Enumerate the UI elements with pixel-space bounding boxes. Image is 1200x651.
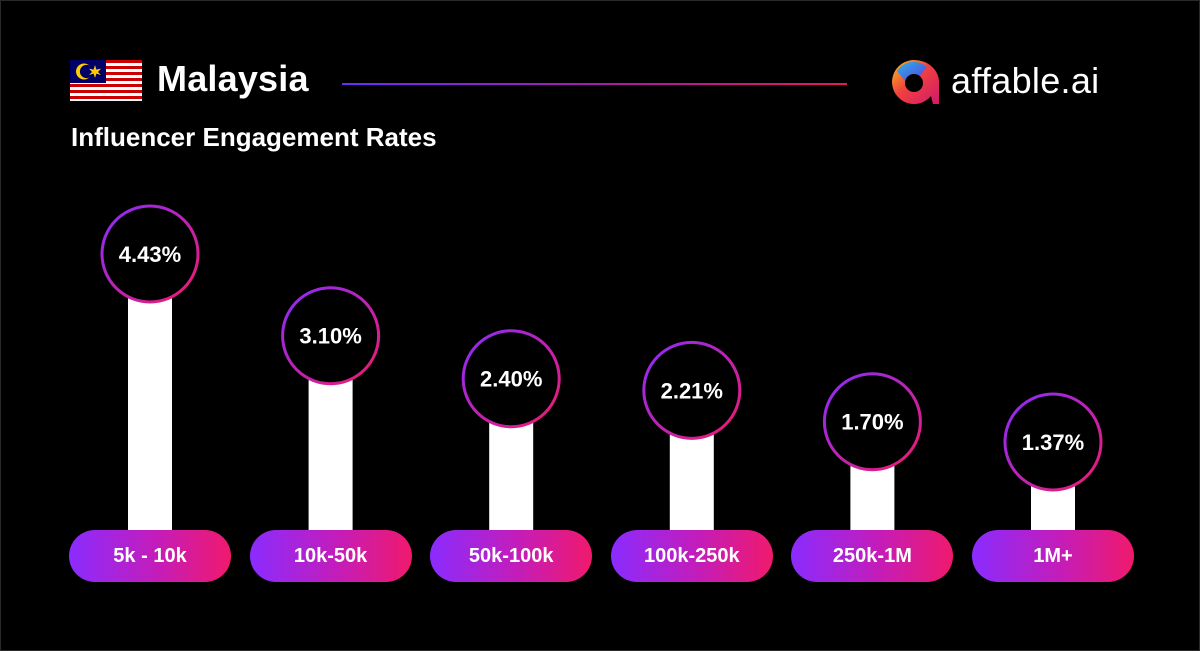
data-label-0: 4.43%: [119, 242, 181, 267]
category-label-3: 100k-250k: [610, 530, 773, 582]
value-circle-2: [461, 329, 561, 429]
country-name: Malaysia: [157, 58, 309, 99]
affable-logo-icon: [892, 60, 939, 104]
category-label-0: 5k - 10k: [69, 530, 231, 582]
data-label-4: 1.70%: [841, 410, 903, 435]
data-label-5: 1.37%: [1022, 430, 1084, 455]
chart-title: Influencer Engagement Rates: [71, 122, 437, 152]
value-circle-4: [822, 372, 922, 472]
value-circle-1: [281, 286, 381, 386]
category-label-1: 10k-50k: [249, 530, 412, 582]
data-label-3: 2.21%: [661, 378, 723, 403]
category-label-4: 250k-1M: [791, 530, 954, 582]
data-label-1: 3.10%: [299, 324, 361, 349]
value-circle-5: [1003, 392, 1103, 492]
category-label-5: 1M+: [972, 530, 1134, 582]
value-circle-0: [100, 204, 200, 304]
malaysia-flag-icon: [70, 60, 142, 101]
category-label-2: 50k-100k: [430, 530, 593, 582]
header-divider: [342, 83, 847, 85]
brand-name: affable.ai: [951, 60, 1100, 101]
value-circle-3: [642, 340, 742, 440]
data-label-2: 2.40%: [480, 367, 542, 392]
